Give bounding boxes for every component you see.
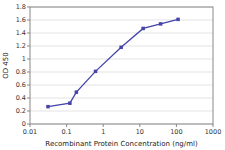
grid-line [30, 59, 213, 60]
x-tick [30, 124, 31, 127]
y-tick [27, 111, 30, 112]
marker [46, 105, 50, 109]
y-tick-label: 1.4 [16, 29, 26, 37]
y-tick-label: 1.6 [16, 16, 26, 24]
y-tick [27, 98, 30, 99]
marker [176, 18, 180, 22]
y-tick-label: 1.2 [16, 42, 26, 50]
x-tick [103, 124, 104, 127]
x-tick-label: 1 [101, 128, 105, 136]
y-tick-label: 1 [22, 55, 26, 63]
x-tick [139, 124, 140, 127]
marker [94, 70, 98, 74]
y-tick-label: 1.8 [16, 3, 26, 11]
grid-line [30, 33, 213, 34]
chart: 00.20.40.60.811.21.41.61.80.010.11101001… [0, 0, 225, 150]
y-tick [27, 46, 30, 47]
grid-line [30, 72, 213, 73]
x-tick [66, 124, 67, 127]
grid-line [30, 85, 213, 86]
x-tick-label: 0.01 [23, 128, 37, 136]
y-tick [27, 59, 30, 60]
x-tick [176, 124, 177, 127]
marker [119, 46, 123, 50]
y-tick-label: 0.6 [16, 81, 26, 89]
x-axis-label: Recombinant Protein Concentration (ng/ml… [45, 140, 198, 148]
marker [75, 90, 79, 94]
x-tick-label: 0.1 [61, 128, 71, 136]
plot-area [46, 18, 180, 109]
line [48, 19, 178, 106]
x-tick [213, 124, 214, 127]
y-tick-label: 0.2 [16, 107, 26, 115]
y-tick [27, 72, 30, 73]
marker [68, 101, 72, 105]
y-axis-label: OD 450 [2, 52, 10, 79]
y-tick [27, 33, 30, 34]
x-tick-label: 1000 [205, 128, 222, 136]
plot-frame [30, 7, 213, 124]
y-tick-label: 0.4 [16, 94, 26, 102]
y-tick [27, 7, 30, 8]
x-tick-label: 100 [170, 128, 182, 136]
grid-line [30, 111, 213, 112]
marker [159, 22, 163, 26]
marker [141, 27, 145, 31]
y-tick-label: 0.8 [16, 68, 26, 76]
grid-line [30, 98, 213, 99]
grid-line [30, 20, 213, 21]
y-tick [27, 85, 30, 86]
x-tick-label: 10 [136, 128, 144, 136]
y-tick [27, 20, 30, 21]
